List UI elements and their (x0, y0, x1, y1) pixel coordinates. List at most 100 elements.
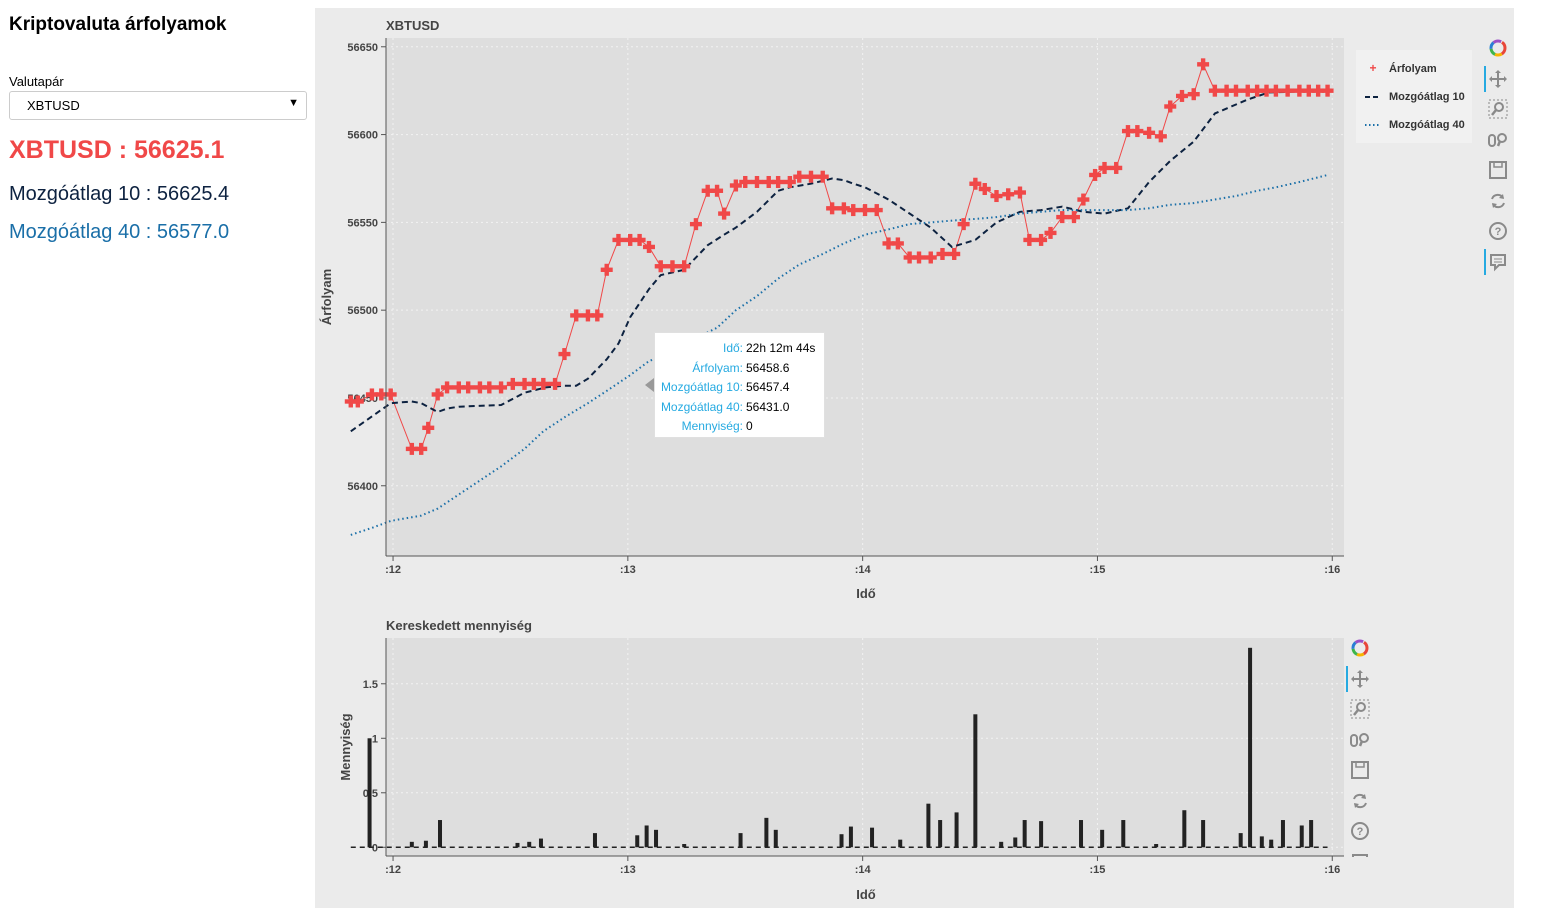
price-point (633, 233, 646, 246)
price-point (772, 175, 785, 188)
price-point-v (1135, 125, 1140, 138)
tooltip-value: 0 (746, 419, 753, 433)
price-point (729, 179, 742, 192)
volume-x-tick-label: :12 (385, 864, 401, 876)
volume-plot-area[interactable] (386, 638, 1344, 856)
volume-bar (1022, 820, 1027, 848)
pan-icon[interactable] (1484, 65, 1509, 92)
volume-bar (644, 825, 649, 848)
box-zoom-icon[interactable] (1487, 98, 1509, 120)
wheel-zoom-icon[interactable] (1349, 729, 1371, 751)
price-point (870, 204, 883, 217)
legend: + Árfolyam Mozgóátlag 10 Mozgóátlag 40 (1356, 50, 1472, 143)
price-point (718, 207, 731, 220)
volume-bar (1269, 839, 1274, 848)
volume-x-tick-label: :15 (1090, 864, 1106, 876)
volume-bar (538, 838, 543, 848)
price-point-v (1071, 211, 1077, 224)
box-zoom-icon[interactable] (1349, 698, 1371, 720)
price-point (924, 251, 937, 264)
price-point (913, 251, 926, 264)
currency-pair-select[interactable]: XBTUSD ▼ (9, 91, 307, 120)
volume-bar (682, 844, 687, 848)
price-point-v (982, 183, 987, 196)
tooltip-key: Mozgóátlag 10: (660, 380, 743, 394)
volume-bar (1238, 833, 1243, 848)
price-point-v (1038, 233, 1044, 246)
price-point (1293, 84, 1306, 97)
price-plot-area[interactable] (386, 38, 1344, 556)
price-x-tick-label: :15 (1090, 564, 1106, 576)
price-point (1220, 84, 1233, 97)
reset-icon[interactable] (1487, 190, 1509, 212)
price-point-v (1146, 126, 1152, 139)
volume-axes (385, 638, 1344, 857)
tooltip-key: Mennyiség: (681, 419, 743, 433)
hover-icon[interactable] (1484, 248, 1509, 275)
price-point-v (562, 348, 567, 361)
save-icon[interactable] (1487, 159, 1509, 181)
price-point (847, 204, 860, 217)
volume-y-axis-label: Mennyiség (338, 713, 353, 780)
price-point (859, 204, 871, 217)
active-tool-indicator (1484, 65, 1486, 92)
volume-bar (1280, 820, 1285, 848)
help-icon[interactable]: ? (1487, 220, 1509, 242)
price-point (506, 377, 519, 390)
volume-bar (515, 842, 520, 848)
reset-icon[interactable] (1349, 790, 1371, 812)
price-point-v (874, 204, 879, 217)
hover-icon[interactable] (1349, 851, 1371, 857)
price-point (452, 381, 465, 394)
help-icon[interactable]: ? (1349, 820, 1371, 842)
price-point-v (766, 175, 771, 188)
price-point (483, 381, 496, 394)
price-point-v (670, 260, 675, 273)
volume-bar (870, 827, 875, 848)
price-point-v (477, 381, 483, 394)
price-point-v (419, 442, 424, 455)
tooltip-arrow (645, 378, 654, 392)
price-point (689, 218, 702, 231)
price-point (1121, 125, 1134, 138)
volume-bar (954, 812, 959, 848)
price-point (1197, 58, 1210, 71)
price-point (1229, 84, 1242, 97)
price-point-v (658, 260, 663, 273)
legend-label-price: Árfolyam (1389, 62, 1437, 75)
price-point-v (851, 204, 856, 217)
pan-icon[interactable] (1346, 665, 1371, 692)
price-point-v (604, 263, 609, 276)
price-y-tick-label: 56400 (347, 481, 378, 493)
price-point-v (1315, 84, 1321, 97)
tooltip-key: Idő: (722, 341, 743, 355)
price-point (405, 442, 418, 455)
price-point (591, 309, 604, 322)
price-point (666, 260, 679, 273)
sidebar: Kriptovaluta árfolyamok Valutapár XBTUSD… (0, 0, 320, 919)
save-icon[interactable] (1349, 759, 1371, 781)
price-point (1013, 186, 1026, 199)
price-point-v (1114, 161, 1119, 174)
price-point-v (595, 309, 600, 322)
price-point (441, 381, 454, 394)
bokeh-logo-icon (1349, 637, 1371, 659)
volume-bar (1121, 820, 1126, 848)
price-point-v (907, 251, 912, 264)
tooltip-row: Mennyiség: 0 (655, 419, 826, 435)
chevron-down-icon: ▼ (288, 97, 299, 109)
page-title: Kriptovaluta árfolyamok (9, 14, 227, 35)
volume-bar (773, 829, 778, 848)
price-point-v (388, 388, 393, 401)
volume-bar (898, 839, 903, 848)
price-point (518, 377, 531, 390)
volume-bar (938, 820, 943, 848)
tooltip-value: 56431.0 (746, 399, 790, 414)
wheel-zoom-icon[interactable] (1487, 129, 1509, 151)
price-point (837, 202, 850, 215)
currency-pair-value: XBTUSD (27, 98, 80, 113)
price-point (1067, 211, 1080, 224)
price-point (1035, 233, 1048, 246)
price-point-v (369, 388, 375, 401)
legend-label-ma40: Mozgóátlag 40 (1389, 119, 1465, 131)
